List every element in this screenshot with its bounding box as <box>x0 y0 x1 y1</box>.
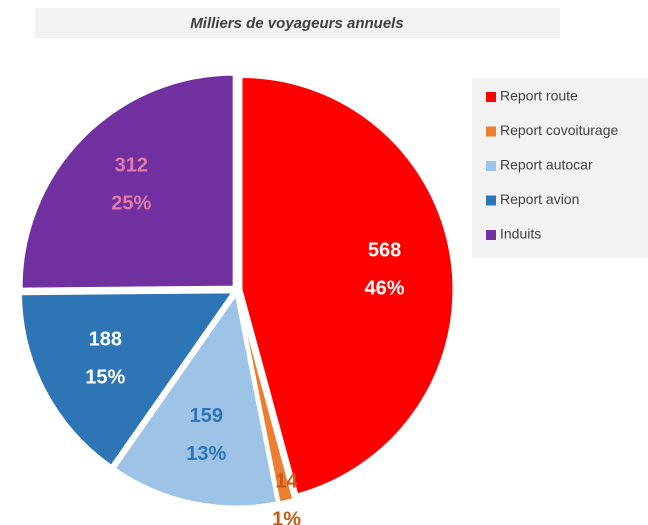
pie-slice <box>239 74 456 497</box>
legend-label: Report route <box>500 88 578 104</box>
percent-label: 25% <box>111 193 151 215</box>
legend-label: Report covoiturage <box>500 122 619 138</box>
legend-swatch <box>486 195 496 206</box>
value-label: 159 <box>190 405 223 427</box>
value-label: 188 <box>89 329 122 351</box>
legend-swatch <box>486 126 496 137</box>
percent-label: 15% <box>85 367 125 389</box>
value-label: 312 <box>115 155 148 177</box>
value-label: 568 <box>368 240 401 262</box>
pie-slice <box>18 290 237 469</box>
percent-label: 1% <box>272 509 301 525</box>
legend-swatch <box>486 161 496 171</box>
pie-slice <box>112 290 280 509</box>
legend-label: Report autocar <box>500 157 593 173</box>
legend-box <box>472 78 648 258</box>
legend-label: Induits <box>500 226 541 242</box>
pie-slice <box>236 293 296 505</box>
legend-swatch <box>486 92 496 102</box>
title-band <box>35 8 560 38</box>
percent-label: 13% <box>186 443 226 465</box>
legend-label: Report avion <box>500 191 579 207</box>
value-label: 14 <box>275 471 298 493</box>
legend-swatch <box>486 230 496 240</box>
percent-label: 46% <box>365 278 405 300</box>
chart-title: Milliers de voyageurs annuels <box>190 15 403 32</box>
pie-slice <box>19 72 236 291</box>
